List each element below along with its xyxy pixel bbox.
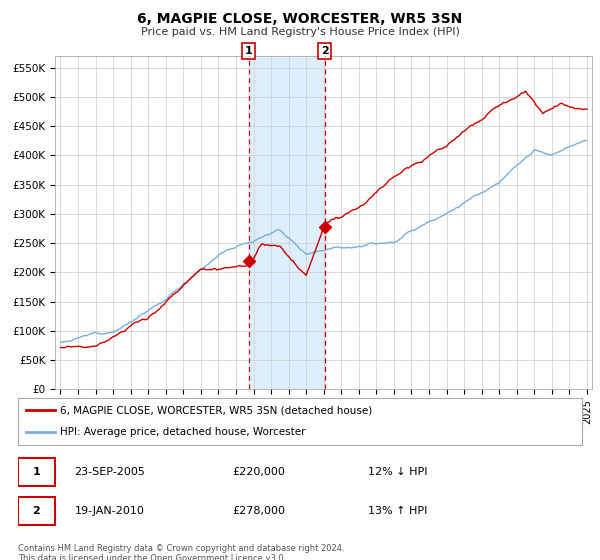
Text: 13% ↑ HPI: 13% ↑ HPI — [368, 506, 427, 516]
FancyBboxPatch shape — [18, 497, 55, 525]
Bar — [249, 56, 325, 389]
Text: HPI: Average price, detached house, Worcester: HPI: Average price, detached house, Worc… — [60, 427, 306, 437]
FancyBboxPatch shape — [18, 458, 55, 486]
Text: 6, MAGPIE CLOSE, WORCESTER, WR5 3SN: 6, MAGPIE CLOSE, WORCESTER, WR5 3SN — [137, 12, 463, 26]
Text: 23-SEP-2005: 23-SEP-2005 — [74, 467, 145, 477]
Text: 19-JAN-2010: 19-JAN-2010 — [74, 506, 144, 516]
Text: £278,000: £278,000 — [232, 506, 286, 516]
Text: 6, MAGPIE CLOSE, WORCESTER, WR5 3SN (detached house): 6, MAGPIE CLOSE, WORCESTER, WR5 3SN (det… — [60, 405, 373, 416]
Text: 1: 1 — [245, 46, 253, 56]
Text: This data is licensed under the Open Government Licence v3.0.: This data is licensed under the Open Gov… — [18, 554, 286, 560]
Text: 1: 1 — [32, 467, 40, 477]
Text: 12% ↓ HPI: 12% ↓ HPI — [368, 467, 427, 477]
Text: 2: 2 — [32, 506, 40, 516]
Text: £220,000: £220,000 — [232, 467, 285, 477]
Text: Contains HM Land Registry data © Crown copyright and database right 2024.: Contains HM Land Registry data © Crown c… — [18, 544, 344, 553]
Text: Price paid vs. HM Land Registry's House Price Index (HPI): Price paid vs. HM Land Registry's House … — [140, 27, 460, 37]
Text: 2: 2 — [321, 46, 328, 56]
